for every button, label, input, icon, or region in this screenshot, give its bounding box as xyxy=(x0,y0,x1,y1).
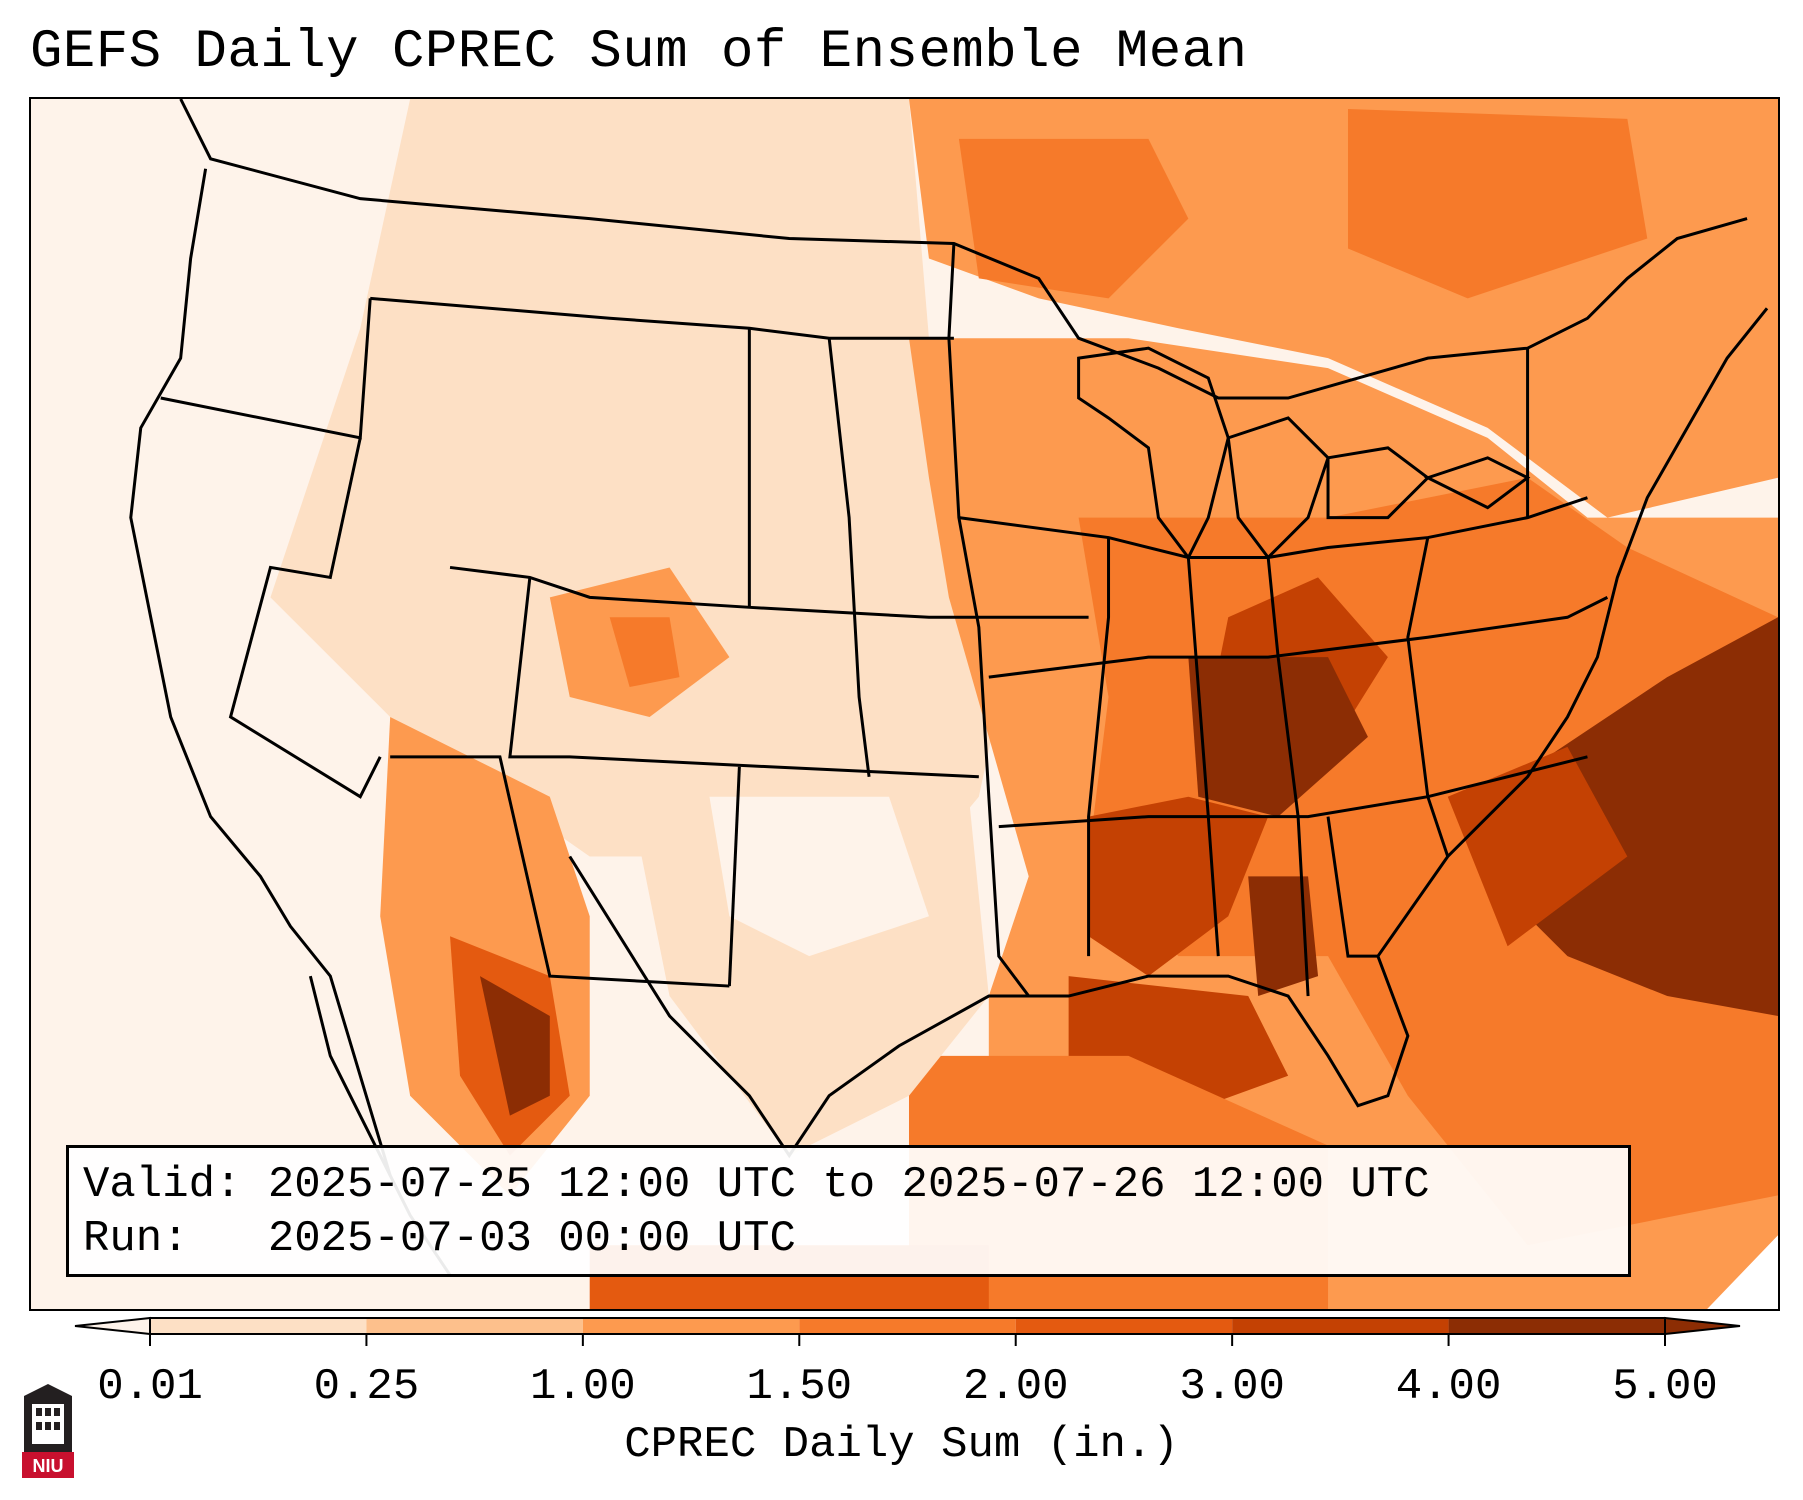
colorbar-segment xyxy=(150,1318,367,1334)
colorbar-segment xyxy=(366,1318,583,1334)
colorbar-tick-label: 0.25 xyxy=(313,1362,420,1412)
colorbar-tick-label: 5.00 xyxy=(1612,1362,1718,1412)
svg-text:NIU: NIU xyxy=(33,1456,64,1476)
boundaries xyxy=(129,99,1769,1276)
colorbar-segment xyxy=(1448,1318,1665,1334)
colorbar-segments xyxy=(74,1316,1741,1336)
colorbar-tick-label: 1.00 xyxy=(530,1362,636,1412)
colorbar-segment xyxy=(582,1318,800,1334)
colorbar-segment xyxy=(1232,1318,1449,1334)
colorbar-tick-label: 2.00 xyxy=(962,1362,1069,1412)
valid-run-info-box: Valid: 2025-07-25 12:00 UTC to 2025-07-2… xyxy=(66,1145,1631,1277)
colorbar-tick-label: 1.50 xyxy=(746,1362,853,1412)
us-canada-border xyxy=(179,99,1748,400)
map-title: GEFS Daily CPREC Sum of Ensemble Mean xyxy=(30,22,1248,83)
valid-time-text: Valid: 2025-07-25 12:00 UTC to 2025-07-2… xyxy=(83,1160,1430,1210)
colorbar-extend-min xyxy=(74,1316,151,1336)
precipitation-map xyxy=(29,97,1780,1311)
map-canvas xyxy=(31,99,1778,1309)
colorbar-extend-max xyxy=(1664,1316,1741,1336)
colorbar-tick-label: 0.01 xyxy=(97,1362,203,1412)
colorbar-border xyxy=(149,1317,1666,1335)
niu-logo: NIU xyxy=(22,1384,74,1478)
precip-shading xyxy=(31,99,1778,1309)
colorbar-segment xyxy=(1015,1318,1233,1334)
colorbar-ticks xyxy=(149,1334,1666,1346)
colorbar-tick-label: 4.00 xyxy=(1395,1362,1502,1412)
run-time-text: Run: 2025-07-03 00:00 UTC xyxy=(83,1214,796,1264)
gulf-atlantic-coastline xyxy=(568,307,1769,1159)
west-coastline xyxy=(129,168,392,1176)
colorbar-segment xyxy=(799,1318,1016,1334)
colorbar-label: CPREC Daily Sum (in.) xyxy=(624,1420,1179,1470)
colorbar-tick-label: 3.00 xyxy=(1179,1362,1285,1412)
